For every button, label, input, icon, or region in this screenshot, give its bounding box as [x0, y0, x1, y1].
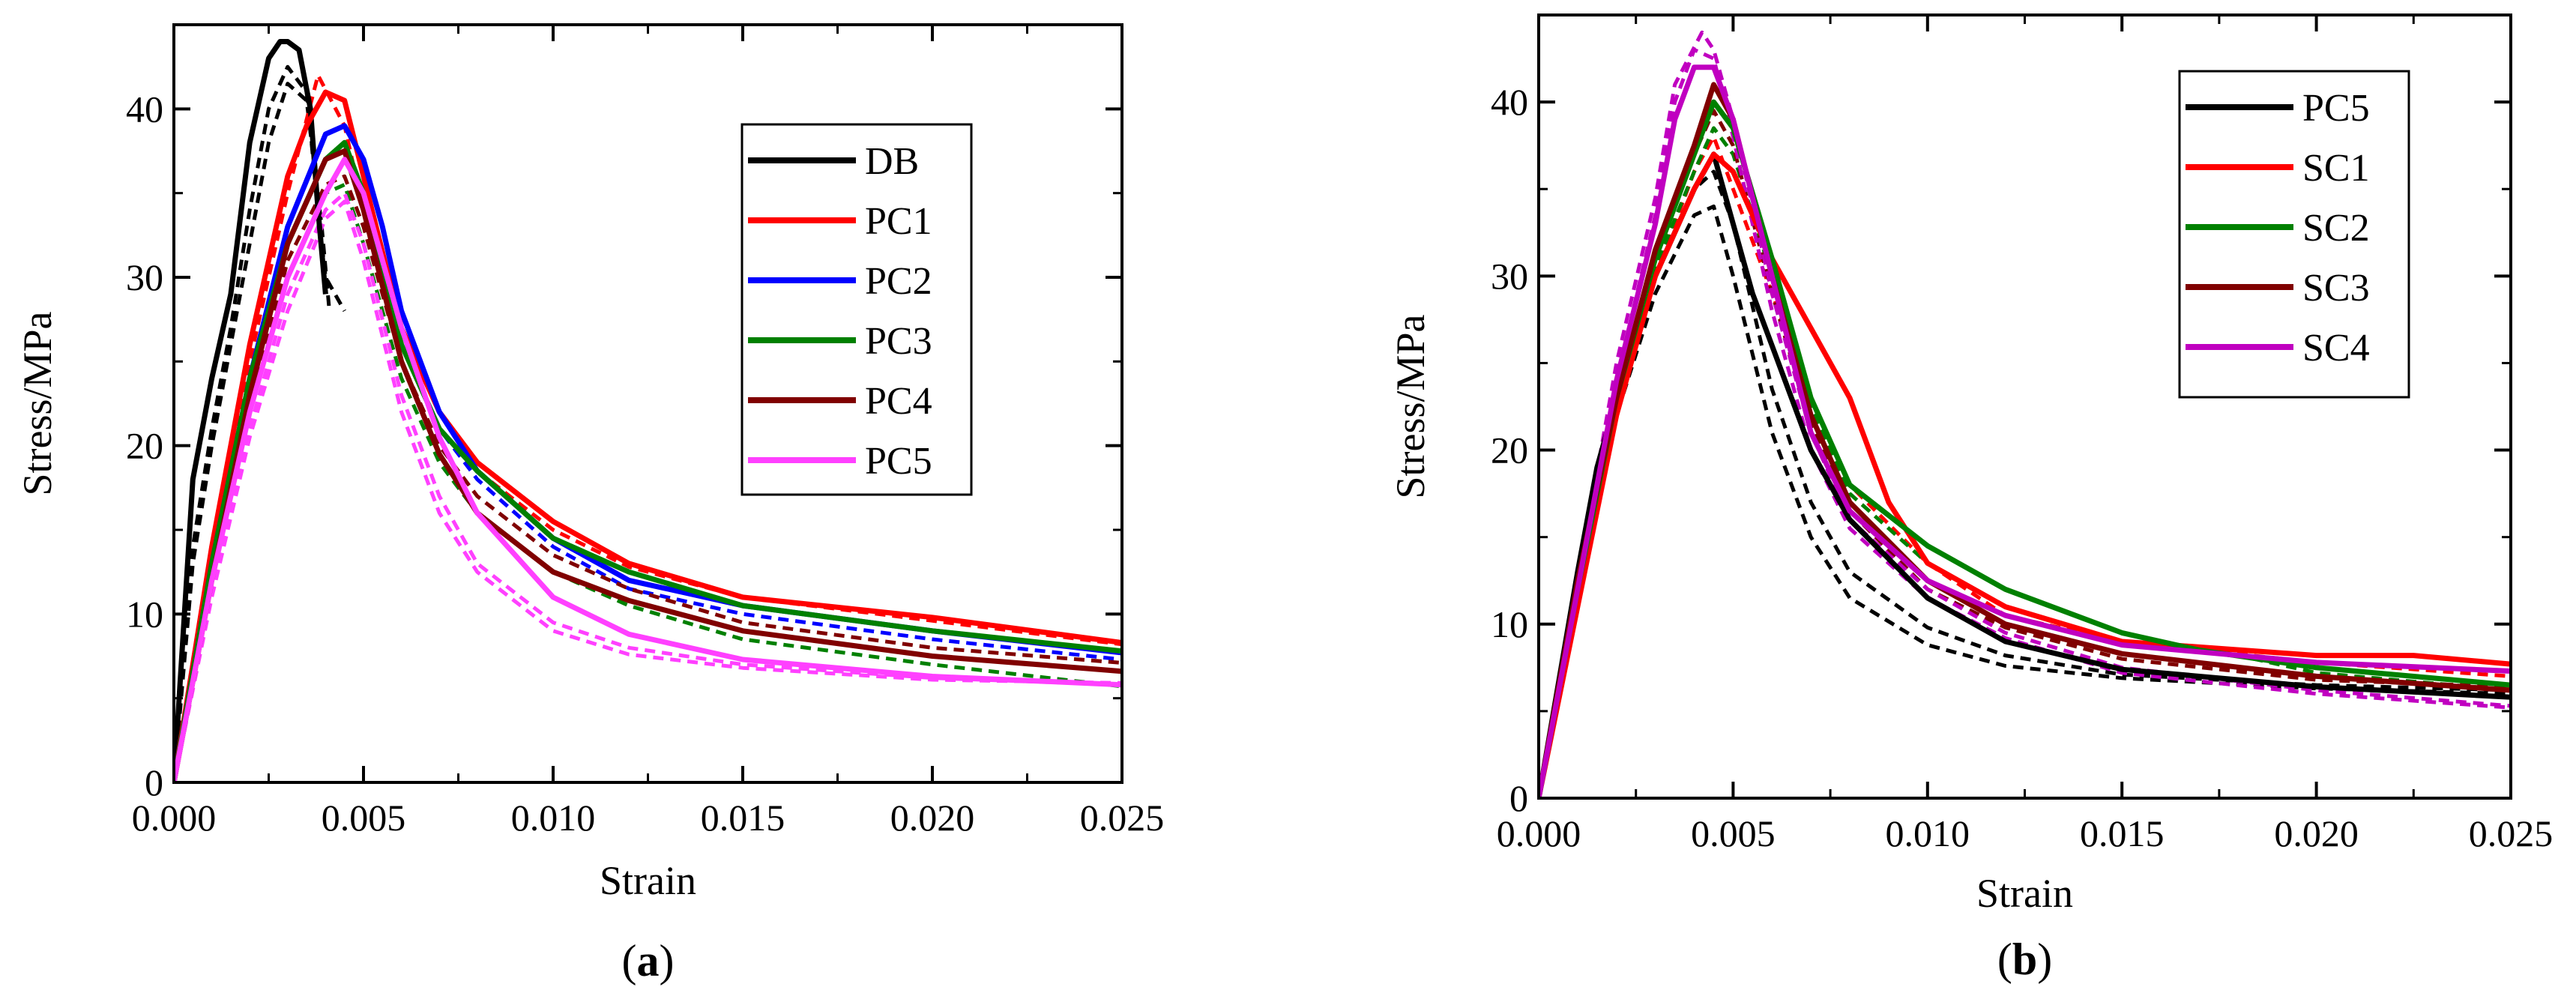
plot-area: [1539, 30, 2511, 798]
series-pc5-specimen-line-1: [174, 191, 1122, 782]
series-sc4-line: [1539, 64, 2511, 798]
y-tick-label: 40: [1491, 81, 1528, 123]
legend-label-sc4: SC4: [2302, 327, 2370, 369]
y-tick-label: 20: [1491, 429, 1528, 471]
series-pc4-specimen-line-1: [174, 174, 1122, 782]
legend-label-pc1: PC1: [865, 200, 932, 243]
series-pc5-line: [174, 157, 1122, 782]
y-tick-label: 20: [126, 425, 163, 467]
x-tick-label: 0.005: [322, 797, 406, 839]
legend-label-pc3: PC3: [865, 320, 932, 363]
x-tick-label: 0.020: [890, 797, 975, 839]
panel-caption: (b): [1997, 935, 2052, 984]
x-axis-label: Strain: [600, 858, 696, 903]
x-tick-label: 0.025: [1080, 797, 1165, 839]
caption-open: (: [1997, 935, 2012, 984]
x-tick-label: 0.010: [511, 797, 596, 839]
legend-label-sc1: SC1: [2302, 147, 2370, 190]
caption-open: (: [622, 936, 637, 986]
x-tick-label: 0.015: [701, 797, 785, 839]
y-tick-label: 10: [126, 593, 163, 635]
panel-caption: (a): [622, 936, 675, 986]
legend-label-db: DB: [865, 140, 919, 183]
legend: DB PC1 PC2 PC3 PC4 PC5: [740, 123, 973, 496]
y-tick-label: 10: [1491, 603, 1528, 645]
y-tick-label: 0: [1509, 777, 1528, 819]
y-axis-label: Stress/MPa: [1388, 314, 1433, 498]
x-tick-label: 0.000: [1497, 812, 1581, 854]
series-db-line: [174, 39, 328, 782]
legend-box: [2178, 70, 2410, 399]
caption-close: ): [660, 936, 675, 986]
x-tick-label: 0.020: [2274, 812, 2359, 854]
y-axis-label: Stress/MPa: [15, 311, 60, 495]
series-pc4-line: [174, 148, 1122, 782]
y-tick-label: 30: [1491, 255, 1528, 297]
series-pc5-specimen-line-2: [174, 199, 1122, 782]
x-axis-label: Strain: [1976, 871, 2073, 916]
legend-label-pc5: PC5: [2302, 87, 2370, 130]
x-tick-label: 0.010: [1886, 812, 1970, 854]
legend-box: [740, 123, 973, 496]
legend-label-pc2: PC2: [865, 260, 932, 303]
legend-label-pc4: PC4: [865, 380, 932, 423]
y-tick-label: 30: [126, 256, 163, 298]
chart-panel-b: 0.000 0.005 0.010 0.015 0.020 0.025 0 10 20 30 40 S…: [1388, 13, 2554, 984]
series-pc3-line: [174, 139, 1122, 782]
legend-label-sc2: SC2: [2302, 207, 2370, 250]
series-pc2-line: [174, 123, 1122, 782]
panel-label: b: [2012, 935, 2037, 984]
y-tick-label: 0: [145, 761, 163, 803]
caption-close: ): [2037, 935, 2052, 984]
y-tick-label: 40: [126, 88, 163, 130]
x-tick-label: 0.005: [1691, 812, 1776, 854]
x-tick-label: 0.000: [132, 797, 217, 839]
panel-label: a: [637, 936, 660, 986]
legend-label-pc5: PC5: [865, 440, 932, 483]
series-pc3-specimen-line-1: [174, 182, 1122, 782]
chart-panel-a: 0.000 0.005 0.010 0.015 0.020 0.025 0 10 20 30 40 S…: [15, 23, 1165, 986]
plot-area: [174, 39, 1122, 782]
x-tick-label: 0.025: [2469, 812, 2554, 854]
x-tick-label: 0.015: [2080, 812, 2165, 854]
legend-label-sc3: SC3: [2302, 267, 2370, 310]
legend: PC5 SC1 SC2 SC3 SC4: [2178, 70, 2410, 399]
